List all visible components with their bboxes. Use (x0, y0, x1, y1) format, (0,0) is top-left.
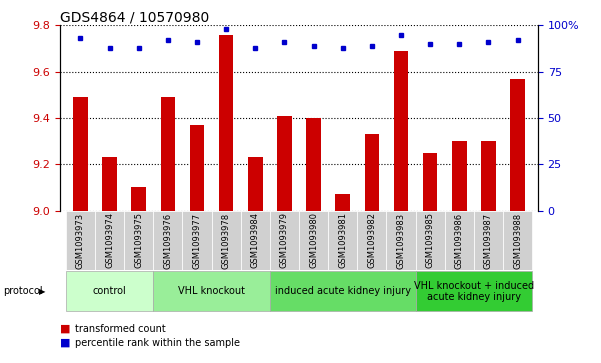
Bar (394, 51, 408, 211)
Text: GSM1093986: GSM1093986 (455, 212, 464, 269)
Bar (503, 211, 532, 270)
Bar (248, 157, 263, 211)
Bar (474, 211, 503, 270)
Text: GSM1093978: GSM1093978 (222, 212, 231, 269)
Bar (299, 211, 328, 270)
Bar (212, 211, 241, 270)
Text: GSM1093974: GSM1093974 (105, 212, 114, 269)
Text: GSM1093977: GSM1093977 (192, 212, 201, 269)
Bar (124, 211, 153, 270)
Bar (445, 211, 474, 270)
Bar (153, 211, 183, 270)
Text: GDS4864 / 10570980: GDS4864 / 10570980 (60, 10, 209, 24)
Text: GSM1093980: GSM1093980 (309, 212, 318, 269)
Text: GSM1093981: GSM1093981 (338, 212, 347, 269)
Bar (335, 194, 350, 211)
Bar (307, 118, 321, 211)
Text: GSM1093988: GSM1093988 (513, 212, 522, 269)
Text: ■: ■ (60, 323, 70, 334)
Bar (270, 271, 415, 311)
Text: control: control (93, 286, 126, 296)
Text: GSM1093983: GSM1093983 (397, 212, 406, 269)
Text: transformed count: transformed count (75, 323, 166, 334)
Text: GSM1093979: GSM1093979 (280, 212, 289, 269)
Bar (328, 211, 357, 270)
Bar (415, 271, 532, 311)
Bar (73, 97, 88, 211)
Text: GSM1093975: GSM1093975 (134, 212, 143, 269)
Bar (481, 141, 496, 211)
Text: GSM1093976: GSM1093976 (163, 212, 172, 269)
Bar (153, 271, 270, 311)
Text: percentile rank within the sample: percentile rank within the sample (75, 338, 240, 348)
Bar (386, 211, 415, 270)
Bar (102, 157, 117, 211)
Bar (219, 35, 233, 211)
Text: GSM1093984: GSM1093984 (251, 212, 260, 269)
Bar (357, 211, 386, 270)
Bar (415, 211, 445, 270)
Text: induced acute kidney injury: induced acute kidney injury (275, 286, 410, 296)
Bar (270, 211, 299, 270)
Bar (277, 116, 291, 211)
Text: GSM1093982: GSM1093982 (367, 212, 376, 269)
Bar (183, 211, 212, 270)
Bar (452, 141, 466, 211)
Text: ■: ■ (60, 338, 70, 348)
Bar (190, 125, 204, 211)
Bar (510, 79, 525, 211)
Bar (95, 211, 124, 270)
Bar (160, 97, 175, 211)
Text: GSM1093987: GSM1093987 (484, 212, 493, 269)
Text: ▶: ▶ (39, 287, 46, 296)
Bar (66, 211, 95, 270)
Bar (66, 271, 153, 311)
Bar (365, 134, 379, 211)
Text: GSM1093985: GSM1093985 (426, 212, 435, 269)
Text: VHL knockout + induced
acute kidney injury: VHL knockout + induced acute kidney inju… (413, 281, 534, 302)
Bar (423, 153, 438, 211)
Text: protocol: protocol (3, 286, 43, 296)
Bar (132, 187, 146, 211)
Text: VHL knockout: VHL knockout (178, 286, 245, 296)
Bar (241, 211, 270, 270)
Text: GSM1093973: GSM1093973 (76, 212, 85, 269)
